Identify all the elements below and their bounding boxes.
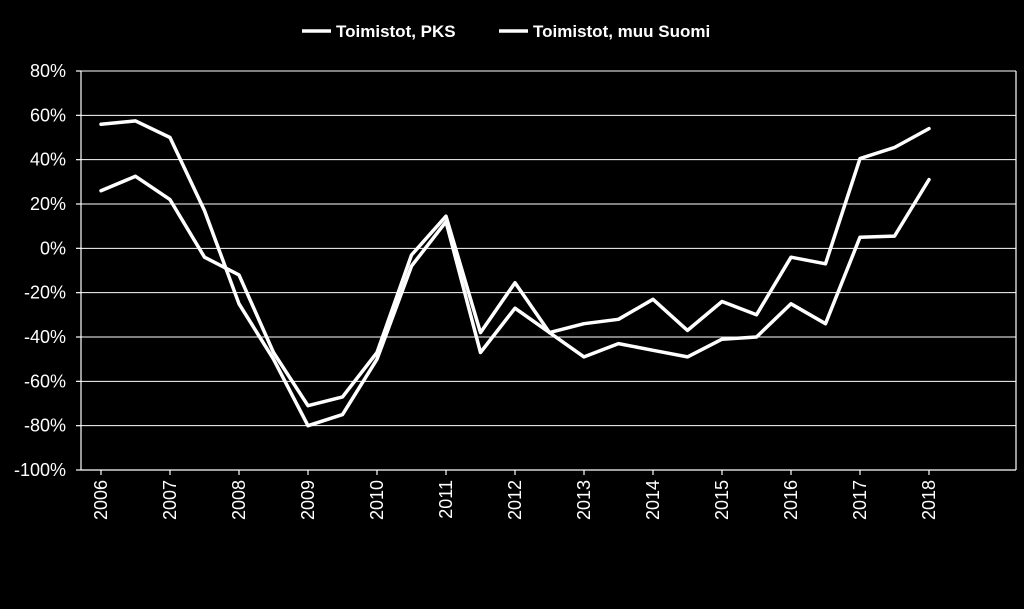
y-tick-label: -100%: [14, 460, 66, 480]
x-tick-label: 2006: [91, 480, 111, 520]
series-lines: [99, 119, 931, 428]
y-tick-label: 0%: [40, 238, 66, 258]
y-tick-label: 80%: [30, 61, 66, 81]
y-tick-label: -60%: [24, 371, 66, 391]
y-tick-label: 40%: [30, 150, 66, 170]
legend: Toimistot, PKS Toimistot, muu Suomi: [302, 22, 710, 41]
x-tick-label: 2014: [643, 480, 663, 520]
x-tick-label: 2016: [781, 480, 801, 520]
y-tick-label: -80%: [24, 416, 66, 436]
y-tick-label: -40%: [24, 327, 66, 347]
axes: 80% 60% 40% 20% 0% -20% -40% -60% -80% -100% 2006 2…: [14, 61, 1017, 520]
x-tick-label: 2007: [160, 480, 180, 520]
series-line-1: [99, 126, 931, 408]
x-tick-label: 2017: [850, 480, 870, 520]
x-tick-label: 2009: [298, 480, 318, 520]
x-tick-label: 2010: [367, 480, 387, 520]
y-tick-label: 60%: [30, 105, 66, 125]
x-tick-label: 2011: [436, 480, 456, 519]
x-tick-label: 2008: [229, 480, 249, 520]
x-tick-label: 2018: [919, 480, 939, 520]
gridlines: [81, 70, 1016, 427]
legend-label-pks: Toimistot, PKS: [336, 22, 456, 41]
y-tick-label: 20%: [30, 194, 66, 214]
x-tick-label: 2015: [712, 480, 732, 520]
series-line-0: [99, 119, 931, 428]
x-tick-label: 2012: [505, 480, 525, 520]
x-tick-label: 2013: [574, 480, 594, 520]
y-tick-label: -20%: [24, 283, 66, 303]
legend-label-muu-suomi: Toimistot, muu Suomi: [533, 22, 710, 41]
